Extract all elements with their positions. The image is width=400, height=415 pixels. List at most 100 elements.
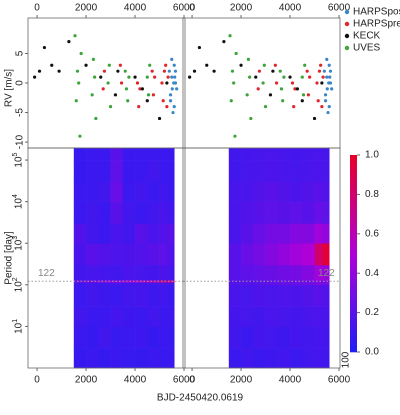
heat-cell xyxy=(86,223,99,244)
heat-cell xyxy=(159,181,168,202)
x-tick-label: 4000 xyxy=(124,3,147,14)
heat-cell xyxy=(228,282,242,286)
rv-point xyxy=(308,75,312,79)
heat-cell xyxy=(302,264,315,281)
rv-point xyxy=(281,99,285,103)
heat-cell xyxy=(277,181,291,202)
period-marker-label: 122 xyxy=(38,268,55,279)
heat-cell xyxy=(86,282,99,286)
heat-cell xyxy=(253,223,266,244)
rv-point xyxy=(325,75,329,79)
rv-point xyxy=(167,69,171,73)
colorbar-swatch xyxy=(350,166,357,172)
colorbar-swatch xyxy=(350,237,357,242)
heat-cell xyxy=(314,306,323,327)
colorbar-swatch xyxy=(350,198,357,203)
heat-cell xyxy=(265,223,279,244)
colorbar-swatch xyxy=(350,225,357,231)
rv-point xyxy=(107,63,111,67)
rv-point xyxy=(171,110,175,115)
rv-point xyxy=(124,87,129,91)
rv-point xyxy=(123,69,127,73)
heat-cell xyxy=(277,160,291,183)
heat-cell xyxy=(265,243,279,266)
heat-cell xyxy=(290,201,303,224)
colorbar-swatch xyxy=(350,285,357,290)
rv-point xyxy=(254,75,258,79)
heat-cell xyxy=(290,243,303,266)
heat-cell xyxy=(241,264,254,281)
heat-cell xyxy=(228,223,242,244)
heat-cell xyxy=(321,284,330,307)
heat-cell xyxy=(166,201,175,224)
rv-point xyxy=(301,93,306,97)
heat-cell xyxy=(277,326,291,349)
y-tick-label: -5 xyxy=(15,108,26,117)
y-tick-label: 0 xyxy=(15,80,26,86)
heat-cell xyxy=(122,223,136,244)
heat-cell xyxy=(241,223,254,244)
y-axis-label: RV [m/s] xyxy=(4,69,15,107)
heat-cell xyxy=(98,280,111,283)
rv-point xyxy=(325,57,329,61)
heat-cell xyxy=(122,264,136,281)
heat-cell xyxy=(228,160,242,183)
rv-point xyxy=(292,105,296,109)
rv-point xyxy=(73,34,77,38)
heat-cell xyxy=(302,148,315,161)
heat-cell xyxy=(147,264,160,281)
rv-point xyxy=(150,69,154,73)
heat-cell xyxy=(73,280,87,283)
heat-cell xyxy=(122,284,136,307)
y-tick-label: 104 xyxy=(12,194,25,209)
heat-cell xyxy=(277,284,291,307)
heat-cell xyxy=(135,264,148,281)
heat-cell xyxy=(73,181,87,202)
heat-cell xyxy=(110,181,124,202)
rv-point xyxy=(232,81,236,85)
heat-cell xyxy=(159,306,168,327)
heat-cell xyxy=(302,201,315,224)
colorbar-swatch xyxy=(350,221,357,227)
heat-cell xyxy=(166,282,175,286)
rv-point xyxy=(161,99,165,103)
rv-point xyxy=(229,99,233,103)
heat-cell xyxy=(86,306,99,327)
heat-cell xyxy=(159,284,168,307)
rv-point xyxy=(323,93,328,97)
heat-cell xyxy=(135,284,148,307)
heat-cell xyxy=(98,306,111,327)
rv-point xyxy=(197,45,202,50)
colorbar-swatch xyxy=(350,257,357,262)
heat-cell xyxy=(166,306,175,327)
rv-point xyxy=(137,105,141,109)
rv-point xyxy=(222,40,226,44)
rv-point xyxy=(173,75,177,79)
rv-point xyxy=(319,63,323,67)
heat-cell xyxy=(277,243,291,266)
heat-cell xyxy=(159,348,168,369)
heat-cell xyxy=(265,282,279,286)
rv-point xyxy=(172,63,176,67)
colorbar-tick-label: 0.0 xyxy=(365,347,379,358)
colorbar-swatch xyxy=(350,324,357,329)
heat-cell xyxy=(314,282,323,286)
heat-cell xyxy=(302,348,315,369)
heat-cell xyxy=(277,306,291,327)
rv-point xyxy=(290,81,295,85)
heat-cell xyxy=(253,160,266,183)
heat-cell xyxy=(98,243,111,266)
heat-cell xyxy=(321,348,330,369)
heat-cell xyxy=(302,160,315,183)
heat-cell xyxy=(277,264,291,281)
heat-cell xyxy=(265,326,279,349)
rv-point xyxy=(327,105,331,109)
rv-point xyxy=(246,57,250,61)
heat-cell xyxy=(290,284,303,307)
rv-point xyxy=(239,63,243,67)
heat-cell xyxy=(86,160,99,183)
colorbar-swatch xyxy=(350,336,357,341)
heat-cell xyxy=(147,326,160,349)
heat-cell xyxy=(314,243,323,266)
heat-cell xyxy=(73,306,87,327)
